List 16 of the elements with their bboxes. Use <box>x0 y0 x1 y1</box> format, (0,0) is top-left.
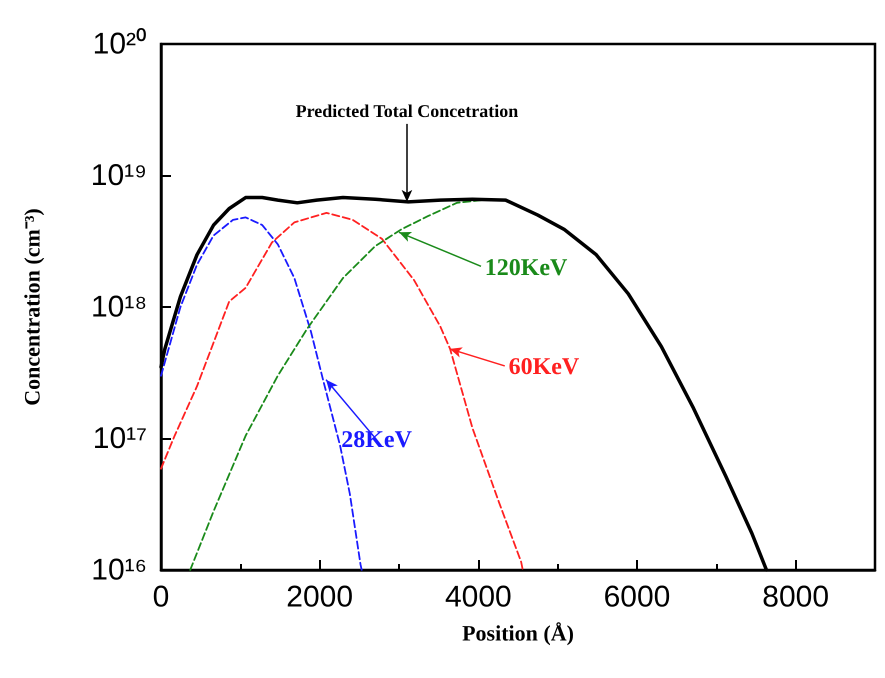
annotation: 120KeV <box>484 254 568 281</box>
y-axis-title: Concentration (cm⁻³) <box>20 208 44 406</box>
y-tick-label: 10¹⁶ <box>91 554 147 586</box>
y-tick-label: 10¹⁹ <box>90 159 147 192</box>
x-tick-label: 4000 <box>444 580 512 614</box>
x-tick-label: 0 <box>152 580 170 614</box>
y-tick-label: 10¹⁸ <box>90 290 147 324</box>
annotation: 28KeV <box>341 426 413 453</box>
annotation: 60KeV <box>508 354 580 380</box>
x-tick-label: 8000 <box>762 580 830 614</box>
x-tick-label: 2000 <box>286 580 354 614</box>
x-tick-label: 6000 <box>604 580 670 614</box>
x-axis-title: Position (Å) <box>462 620 574 646</box>
y-tick-label: 10¹⁷ <box>92 422 147 455</box>
annotation: Predicted Total Concetration <box>296 100 518 121</box>
y-tick-label: 10²⁰ <box>92 28 147 60</box>
